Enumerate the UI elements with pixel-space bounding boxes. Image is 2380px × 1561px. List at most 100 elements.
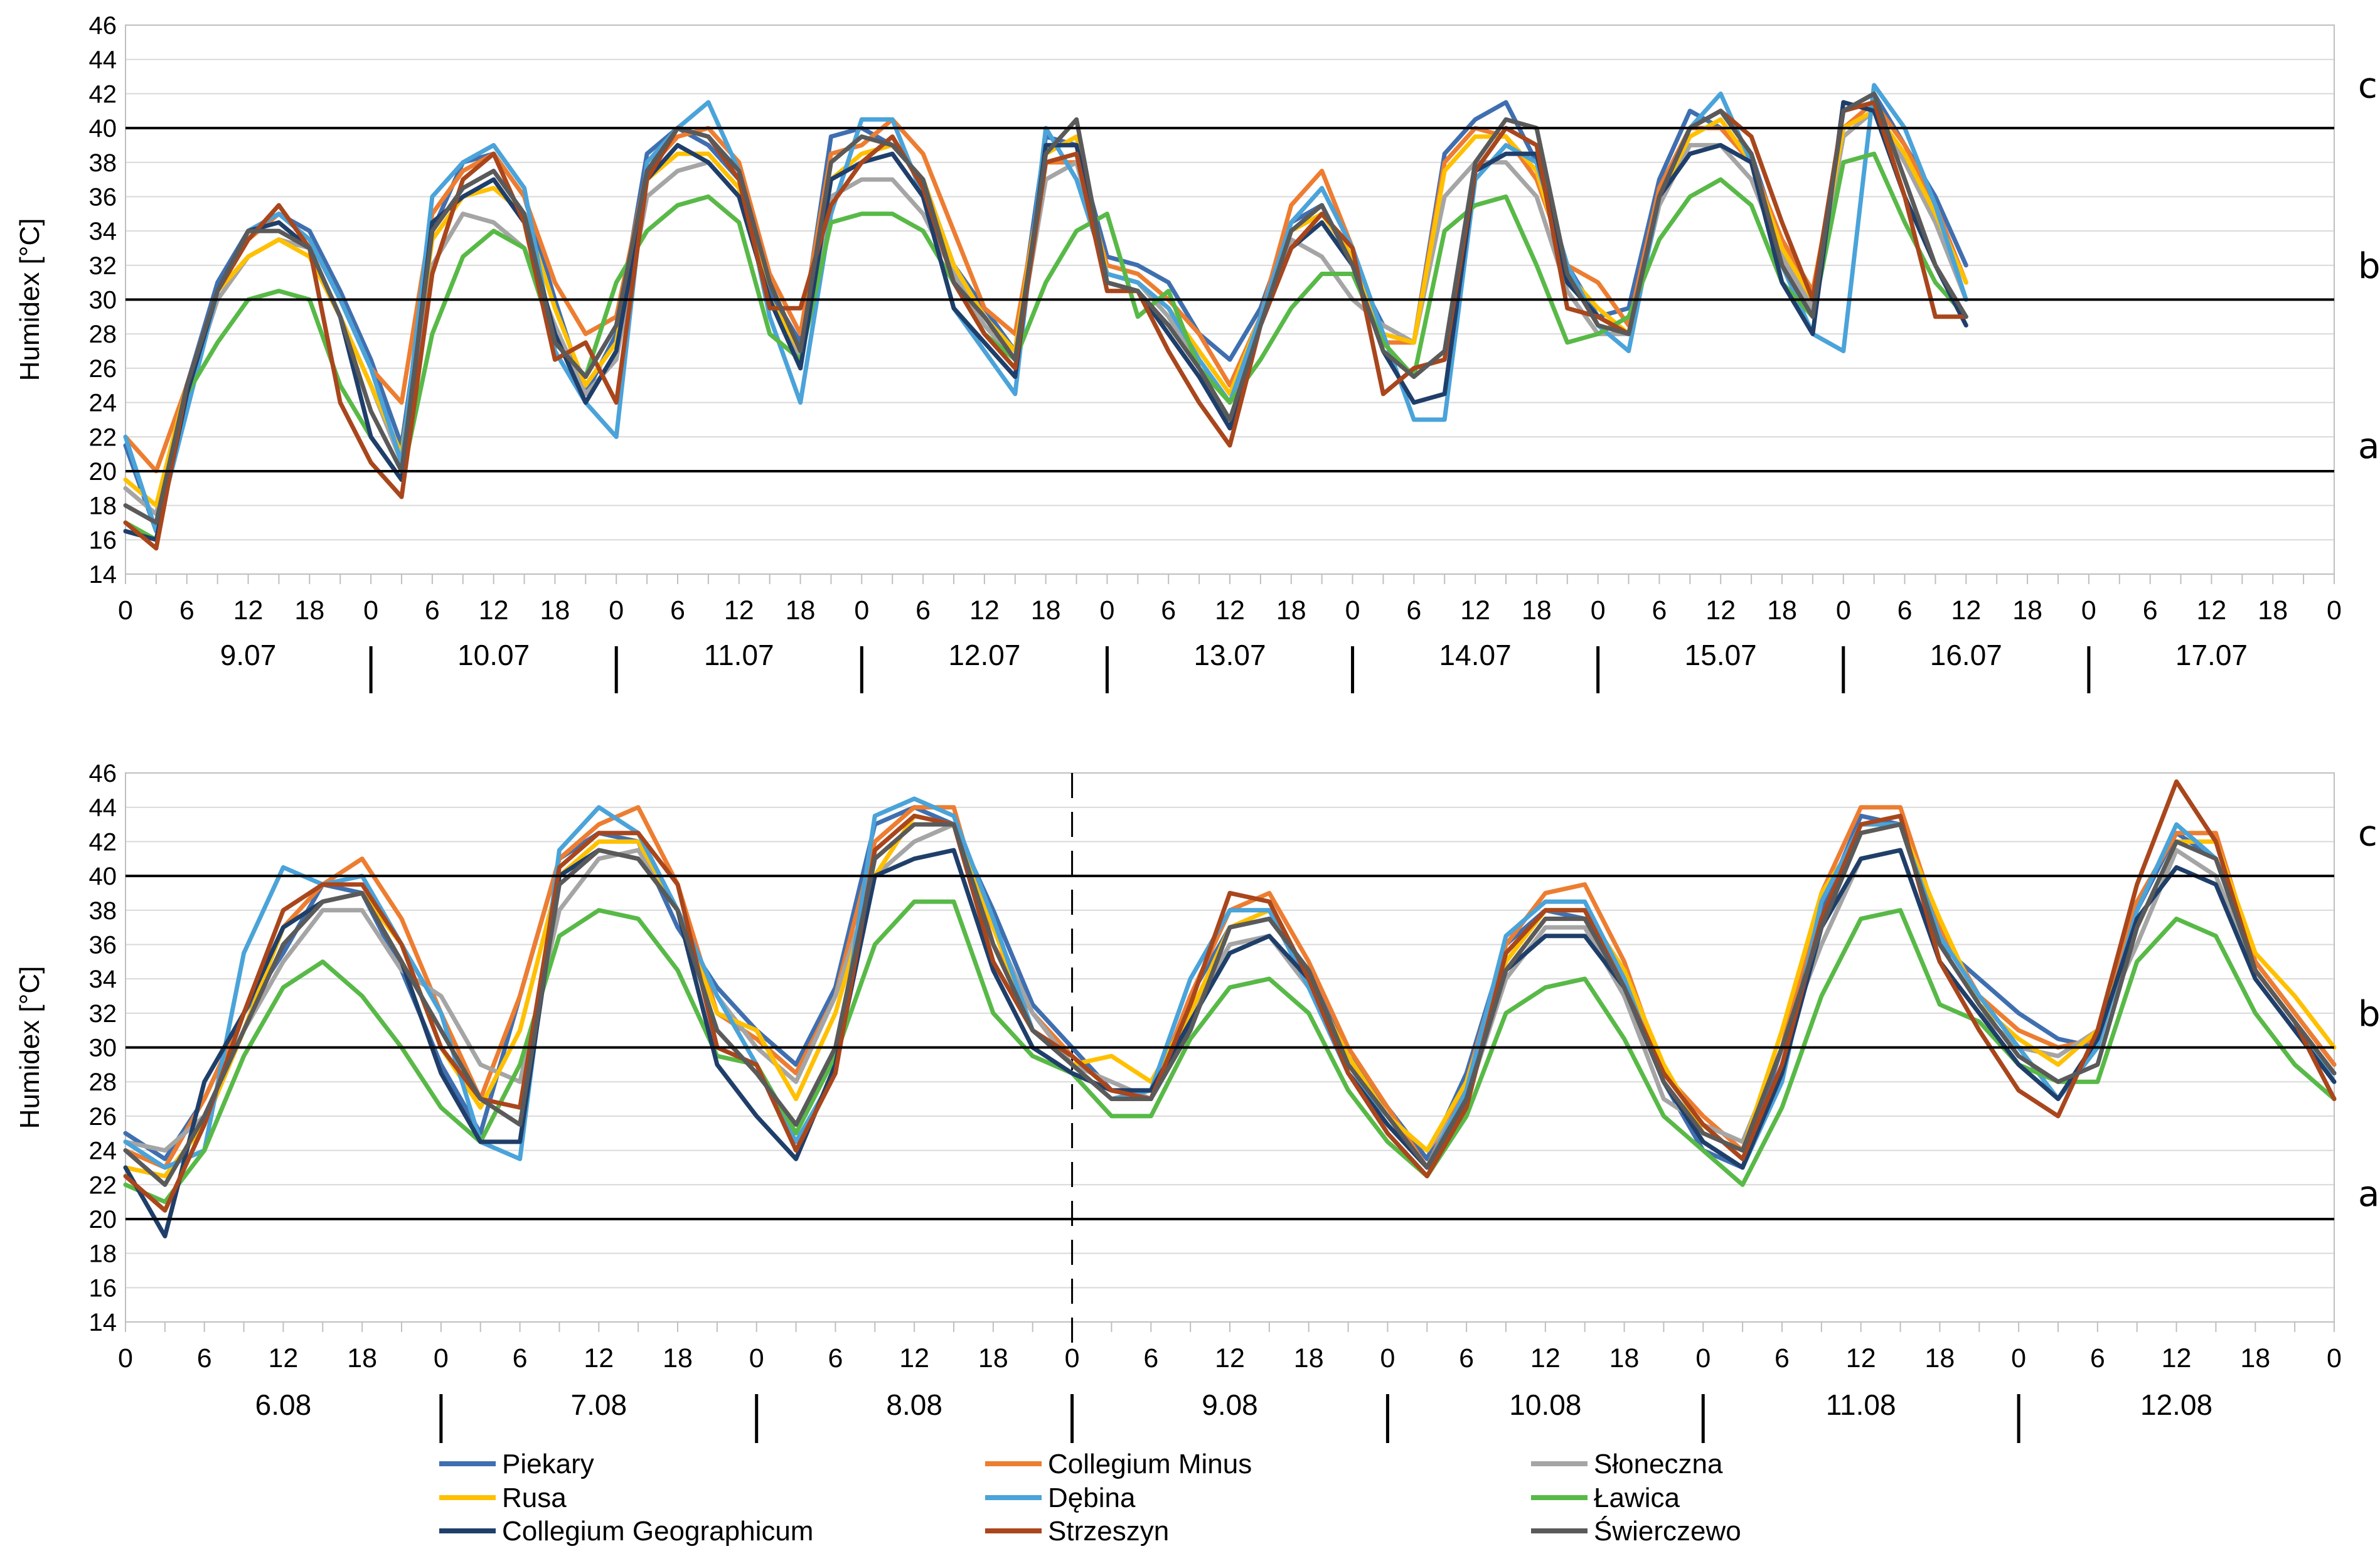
x-tick-label: 18 <box>663 1343 693 1373</box>
x-tick-label: 18 <box>540 595 570 626</box>
day-label: 14.07 <box>1439 639 1512 671</box>
x-tick-label: 12 <box>1530 1343 1561 1373</box>
day-label: 9.08 <box>1202 1388 1258 1421</box>
y-axis-label: Humidex [°C] <box>14 966 45 1129</box>
y-tick-label: 32 <box>89 252 117 280</box>
series-line-strzeszyn <box>123 779 2337 1213</box>
y-tick-label: 34 <box>89 966 117 993</box>
y-tick-label: 42 <box>89 828 117 856</box>
day-label: 11.07 <box>704 639 774 671</box>
legend-label-collegium-minus: Collegium Minus <box>1048 1449 1252 1479</box>
y-tick-label: 36 <box>89 931 117 959</box>
x-tick-label: 18 <box>2012 595 2042 626</box>
x-tick-label: 0 <box>1099 595 1114 626</box>
zone-label: a <box>2358 1174 2379 1215</box>
series-line-lawica <box>123 899 2337 1205</box>
x-tick-label: 6 <box>179 595 195 626</box>
x-tick-label: 18 <box>2240 1343 2270 1373</box>
legend-label-rusa: Rusa <box>502 1483 567 1513</box>
y-tick-label: 38 <box>89 897 117 925</box>
x-tick-label: 12 <box>2197 595 2227 626</box>
y-tick-label: 24 <box>89 1137 117 1165</box>
x-tick-label: 6 <box>1652 595 1667 626</box>
x-tick-label: 12 <box>1705 595 1736 626</box>
bottom-panel: 14 16 18 20 22 24 26 28 30 32 34 36 38 40 42 44 46 Humide… <box>14 760 2380 1443</box>
x-tick-label: 18 <box>1294 1343 1324 1373</box>
x-tick-label: 12 <box>1215 1343 1245 1373</box>
x-tick-label: 18 <box>1276 595 1306 626</box>
y-tick-label: 26 <box>89 1103 117 1131</box>
x-tick-label: 18 <box>1522 595 1552 626</box>
x-tick-label: 0 <box>118 595 133 626</box>
y-tick-label: 22 <box>89 424 117 451</box>
day-label: 12.08 <box>2140 1388 2212 1421</box>
y-tick-label: 46 <box>89 760 117 787</box>
x-tick-label: 18 <box>1767 595 1797 626</box>
legend-label-strzeszyn: Strzeszyn <box>1048 1516 1169 1547</box>
y-tick-label: 28 <box>89 1068 117 1096</box>
y-tick-label: 14 <box>89 561 117 589</box>
x-tick-label: 0 <box>2327 595 2342 626</box>
x-tick-label: 18 <box>1925 1343 1955 1373</box>
y-tick-label: 30 <box>89 1035 117 1062</box>
x-tick-label: 12 <box>584 1343 614 1373</box>
legend-label-lawica: Ławica <box>1594 1483 1680 1513</box>
x-tick-label: 6 <box>1774 1343 1790 1373</box>
x-tick-label: 18 <box>2258 595 2288 626</box>
zone-label: c <box>2358 66 2377 107</box>
y-tick-label: 42 <box>89 80 117 108</box>
y-tick-label: 38 <box>89 149 117 177</box>
zone-label: a <box>2358 426 2379 467</box>
x-tick-label: 6 <box>670 595 685 626</box>
day-label: 12.07 <box>948 639 1020 671</box>
x-tick-label: 18 <box>294 595 324 626</box>
x-tick-label: 12 <box>269 1343 299 1373</box>
y-tick-label: 36 <box>89 183 117 211</box>
y-tick-label: 18 <box>89 493 117 520</box>
x-tick-label: 18 <box>978 1343 1008 1373</box>
day-label: 7.08 <box>571 1388 627 1421</box>
y-tick-label: 20 <box>89 1206 117 1233</box>
x-tick-label: 0 <box>854 595 869 626</box>
y-tick-label: 24 <box>89 390 117 417</box>
x-tick-label: 0 <box>609 595 624 626</box>
y-axis-label: Humidex [°C] <box>14 218 45 381</box>
x-tick-label: 12 <box>233 595 264 626</box>
x-tick-label: 6 <box>915 595 931 626</box>
day-label: 10.08 <box>1509 1388 1581 1421</box>
x-tick-label: 6 <box>1459 1343 1474 1373</box>
day-label: 15.07 <box>1685 639 1757 671</box>
x-tick-label: 12 <box>1215 595 1245 626</box>
y-tick-label: 16 <box>89 526 117 554</box>
x-tick-label: 18 <box>786 595 816 626</box>
x-tick-label: 0 <box>1380 1343 1395 1373</box>
x-tick-label: 6 <box>425 595 440 626</box>
x-tick-label: 6 <box>197 1343 212 1373</box>
zone-label: c <box>2358 814 2377 855</box>
x-tick-label: 18 <box>1031 595 1061 626</box>
day-label: 11.08 <box>1826 1388 1896 1421</box>
y-tick-label: 40 <box>89 115 117 142</box>
x-tick-label: 0 <box>2327 1343 2342 1373</box>
x-tick-label: 18 <box>1609 1343 1640 1373</box>
series-line-swierczewo <box>123 822 2337 1187</box>
x-tick-label: 6 <box>2143 595 2158 626</box>
x-tick-label: 12 <box>479 595 509 626</box>
x-tick-label: 6 <box>513 1343 528 1373</box>
x-tick-label: 12 <box>1460 595 1490 626</box>
top-panel: 14 16 18 20 22 24 26 28 30 32 34 36 38 40 42 44 46 Humide… <box>14 12 2380 693</box>
day-label: 16.07 <box>1930 639 2002 671</box>
x-tick-label: 18 <box>347 1343 377 1373</box>
y-tick-label: 28 <box>89 321 117 348</box>
zone-label: b <box>2358 246 2380 287</box>
y-tick-label: 26 <box>89 355 117 383</box>
x-tick-label: 6 <box>1406 595 1421 626</box>
x-tick-label: 12 <box>1846 1343 1876 1373</box>
y-tick-label: 30 <box>89 287 117 314</box>
y-tick-label: 22 <box>89 1171 117 1199</box>
legend: Piekary Collegium Minus Słoneczna Rusa Dębin… <box>439 1449 1741 1547</box>
x-tick-label: 0 <box>1591 595 1606 626</box>
y-tick-label: 32 <box>89 1000 117 1028</box>
x-tick-label: 6 <box>1143 1343 1158 1373</box>
legend-label-sloneczna: Słoneczna <box>1594 1449 1723 1479</box>
